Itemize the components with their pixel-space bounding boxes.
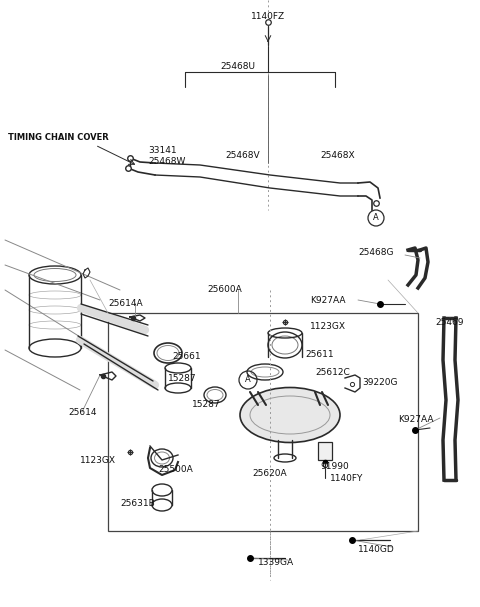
Text: 25469: 25469 bbox=[435, 318, 464, 327]
Text: 25620A: 25620A bbox=[252, 469, 287, 478]
Text: 25468W: 25468W bbox=[148, 157, 185, 166]
Text: K927AA: K927AA bbox=[310, 296, 346, 305]
Ellipse shape bbox=[240, 387, 340, 443]
Text: 25614A: 25614A bbox=[108, 299, 143, 308]
Text: 1123GX: 1123GX bbox=[80, 456, 116, 465]
Text: 25500A: 25500A bbox=[158, 465, 193, 474]
Text: 33141: 33141 bbox=[148, 146, 177, 155]
Bar bbox=[318, 442, 332, 460]
Text: A: A bbox=[245, 376, 251, 384]
Text: 1140FZ: 1140FZ bbox=[251, 12, 285, 21]
Text: 1339GA: 1339GA bbox=[258, 558, 294, 567]
Text: K927AA: K927AA bbox=[398, 415, 433, 424]
Text: 25468V: 25468V bbox=[225, 151, 260, 160]
Text: 25612C: 25612C bbox=[315, 368, 350, 377]
Text: 1123GX: 1123GX bbox=[310, 322, 346, 331]
Text: 25468X: 25468X bbox=[320, 151, 355, 160]
Text: 25611: 25611 bbox=[305, 350, 334, 359]
Text: A: A bbox=[373, 214, 379, 223]
Text: 15287: 15287 bbox=[192, 400, 221, 409]
Bar bbox=[108, 313, 418, 531]
Text: 25468G: 25468G bbox=[358, 248, 394, 257]
Text: 1140FY: 1140FY bbox=[330, 474, 363, 483]
Text: 25631B: 25631B bbox=[120, 499, 155, 508]
Text: 25614: 25614 bbox=[68, 408, 96, 417]
Text: 25468U: 25468U bbox=[220, 62, 255, 71]
Text: 39220G: 39220G bbox=[362, 378, 397, 387]
Text: 25600A: 25600A bbox=[208, 285, 242, 294]
Text: 15287: 15287 bbox=[168, 374, 197, 383]
Text: TIMING CHAIN COVER: TIMING CHAIN COVER bbox=[8, 133, 109, 142]
Text: 25661: 25661 bbox=[172, 352, 201, 361]
Text: 91990: 91990 bbox=[320, 462, 349, 471]
Text: 1140GD: 1140GD bbox=[358, 545, 395, 554]
